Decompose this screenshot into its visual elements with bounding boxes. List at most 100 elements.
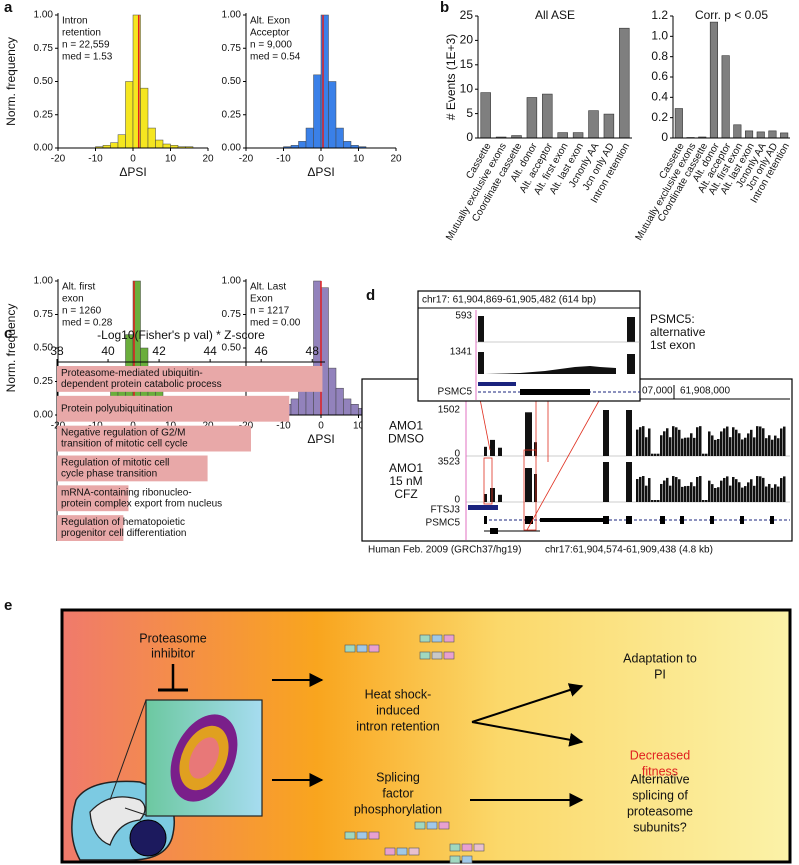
gene-label: FTSJ3 [431, 505, 461, 516]
coverage [681, 486, 684, 502]
bar [57, 395, 290, 422]
x-tick-label: 46 [255, 344, 269, 358]
category-label: Negative regulation of G2/M [61, 428, 186, 439]
coverage [777, 486, 780, 502]
coverage [714, 439, 717, 456]
y-tick-label: 0.4 [651, 90, 668, 104]
coverage [666, 428, 669, 456]
exon [603, 516, 609, 524]
y-tick-label: 0.25 [222, 109, 242, 120]
coverage [780, 478, 783, 502]
inset-cov [627, 354, 635, 374]
x-tick-label: 10 [353, 421, 365, 432]
bar [619, 27, 630, 139]
coverage [699, 426, 702, 456]
bar [57, 425, 251, 452]
coverage [732, 427, 735, 456]
coverage [636, 429, 639, 456]
coverage [663, 431, 666, 456]
coverage [711, 435, 714, 456]
exon-glyph [368, 831, 380, 840]
y-tick-label: 1.00 [34, 276, 54, 287]
inset-cov [485, 366, 616, 374]
model-text: Decreased [630, 748, 690, 762]
model-text: Proteasome [139, 631, 206, 645]
coverage [525, 412, 532, 456]
bar [721, 55, 730, 139]
x-tick-label: -20 [239, 154, 254, 165]
track-min: 0 [454, 449, 460, 460]
coverage [678, 429, 681, 456]
panel-label: b [440, 0, 449, 16]
model-text: splicing of [632, 788, 688, 802]
histogram-bar [162, 143, 171, 149]
model-text: intron retention [356, 719, 439, 733]
annotation: n = 1217 [250, 306, 290, 317]
model-text: Splicing [376, 770, 420, 784]
coverage [780, 428, 783, 456]
coverage [663, 480, 666, 502]
zoom-box [523, 449, 537, 531]
x-tick-label: 0 [318, 421, 324, 432]
y-tick-label: 25 [460, 8, 474, 22]
annotation: Alt. Exon [250, 16, 290, 27]
inset-cov [627, 317, 635, 342]
annotation: med = 1.53 [62, 52, 113, 63]
coverage [660, 435, 663, 456]
chart-title: Corr. p < 0.05 [695, 8, 768, 22]
y-axis-label: Norm. frequency [4, 37, 18, 126]
x-axis-label: ΔPSI [119, 165, 146, 179]
zoom-line [109, 699, 147, 801]
coverage [534, 474, 537, 502]
coverage [648, 478, 651, 502]
proteasome [188, 737, 220, 779]
coverage [672, 426, 675, 456]
coverage [645, 437, 648, 456]
inset-frame [417, 290, 641, 402]
bar [557, 132, 568, 139]
coverage [702, 453, 705, 456]
annotation: Acceptor [250, 28, 290, 39]
annotation: n = 9,000 [250, 40, 292, 51]
bar [57, 515, 124, 541]
callout: PSMC5: [650, 312, 695, 326]
coverage [696, 427, 699, 456]
exon-glyph [473, 843, 485, 852]
coverage [711, 484, 714, 502]
inset-gene [478, 382, 516, 386]
model-text: Alternative [630, 772, 689, 786]
bar [588, 110, 599, 139]
coverage [744, 437, 747, 456]
y-tick-label: 0.50 [34, 76, 54, 87]
bar [756, 131, 765, 139]
y-tick-label: 0.2 [651, 110, 668, 124]
coverage [747, 433, 750, 456]
coverage [490, 439, 495, 456]
coverage [744, 486, 747, 502]
track-label: DMSO [388, 432, 424, 446]
exon-glyph [449, 855, 461, 864]
histogram-bar [328, 81, 337, 149]
coverage [771, 487, 774, 502]
x-tick-label: 10 [353, 154, 365, 165]
histogram-bar [350, 404, 359, 416]
coverage [765, 438, 768, 456]
coverage [708, 431, 711, 456]
coverage [498, 447, 502, 456]
model-text: inhibitor [151, 646, 195, 660]
exon-glyph [356, 644, 368, 653]
exon-glyph [419, 651, 431, 660]
coverage [626, 462, 632, 502]
exon-glyph [396, 847, 408, 856]
coverage [729, 437, 732, 456]
inset-cov [478, 352, 484, 374]
annotation: Exon [250, 294, 273, 305]
coverage [675, 477, 678, 502]
coverage [687, 437, 690, 456]
coverage [738, 433, 741, 456]
y-tick-label: 0.75 [34, 309, 54, 320]
inset-tick: 1341 [450, 347, 473, 358]
y-tick-label: 0.75 [34, 43, 54, 54]
y-tick-label: 0.75 [222, 309, 242, 320]
coverage [484, 446, 487, 456]
